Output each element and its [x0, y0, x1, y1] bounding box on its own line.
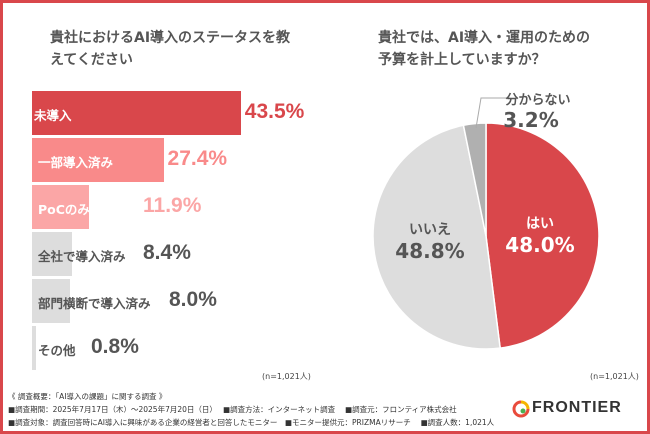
bar-value-label: 0.8%	[91, 335, 139, 358]
footer-target: ■調査対象：調査回答時にAI導入に興味がある企業の経営者と回答したモニター ■モ…	[8, 418, 495, 427]
bar-label: PoCのみ実施	[38, 202, 115, 217]
bar-chart-title: 貴社におけるAI導入のステータスを教えてください	[50, 30, 291, 68]
pie-chart-n: (n=1,021人)	[590, 372, 639, 381]
pie-slice	[372, 124, 502, 350]
bar-value-label: 43.5%	[244, 100, 305, 123]
bar	[32, 279, 71, 323]
bar	[32, 91, 241, 135]
bar-value-label: 11.9%	[143, 194, 202, 217]
bar-value-label: 8.4%	[143, 241, 191, 264]
frontier-logo-icon	[512, 400, 530, 418]
pie-value-label: 48.8%	[395, 239, 464, 263]
bar-value-label: 27.4%	[167, 147, 228, 170]
pie-label: 分からない	[505, 92, 570, 108]
pie-slice	[485, 122, 600, 349]
bar	[32, 232, 73, 276]
bar-value-label: 8.0%	[169, 288, 217, 311]
pie-value-label: 3.2%	[503, 108, 558, 132]
pie-value-label: 48.0%	[505, 233, 574, 257]
footer-summary: 《 調査概要：「AI導入の課題」に関する調査 》	[8, 392, 167, 401]
bar	[32, 138, 164, 182]
pie-label: いいえ	[409, 222, 451, 238]
bar-chart-n: (n=1,021人)	[262, 372, 311, 381]
bar-label: その他	[38, 343, 76, 358]
bar-label: 全社で導入済み	[38, 249, 126, 264]
pie-chart-title: 貴社では、AI導入・運用のための予算を計上していますか？	[378, 30, 591, 68]
frontier-logo: FRONTIER	[532, 399, 622, 416]
pie-slice	[462, 122, 487, 237]
bar-label: 部門横断で導入済み	[38, 296, 151, 311]
bar-label: 未導入	[34, 108, 72, 123]
bar	[32, 326, 36, 370]
pie-label: はい	[526, 216, 554, 232]
bar-label: 一部導入済み	[38, 155, 114, 170]
leader-line	[475, 97, 510, 129]
bar	[32, 185, 90, 229]
footer-period: ■調査期間：2025年7月17日（木）～2025年7月20日（日） ■調査方法：…	[8, 405, 457, 414]
